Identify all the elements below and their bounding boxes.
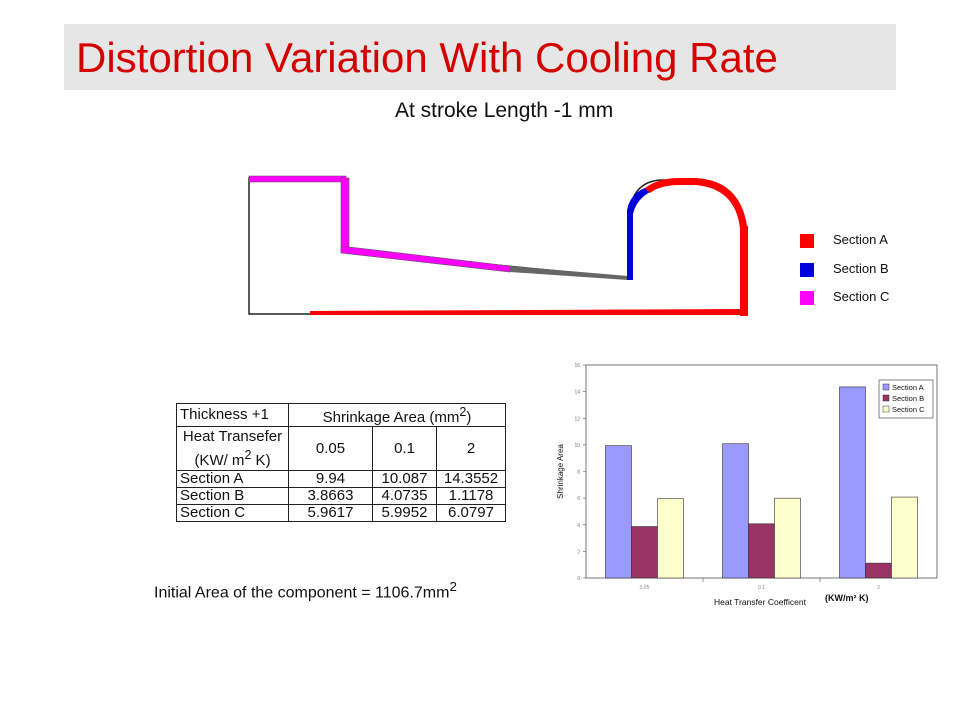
shrinkage-bar-chart: 0 2 4 6 8 10 12 14 16 0.05 0.1 2 Shrinkage Area Heat … xyxy=(556,363,938,607)
table-coefficient-row: Heat Transefer (KW/ m2 K) 0.05 0.1 2 xyxy=(176,426,506,471)
y-tick-label: 4 xyxy=(577,523,580,529)
slide-title: Distortion Variation With Cooling Rate xyxy=(76,34,778,81)
table-row-label: Section A xyxy=(176,470,289,488)
x-tick-label: 0.1 xyxy=(758,585,765,591)
section-c-wall-band xyxy=(340,177,350,253)
bar xyxy=(774,497,801,579)
x-tick-label: 0.05 xyxy=(640,585,650,591)
legend-label-section-b: Section B xyxy=(833,260,889,276)
legend-item-section-c: Section C xyxy=(798,285,938,314)
y-tick-label: 16 xyxy=(574,363,580,369)
table-cell: 3.8663 xyxy=(288,487,373,505)
table-coef-2: 2 xyxy=(436,426,506,471)
y-tick-label: 8 xyxy=(577,470,580,476)
initial-area-note: Initial Area of the component = 1106.7mm… xyxy=(154,579,457,602)
table-row-label: Section B xyxy=(176,487,289,505)
chart-legend-swatch xyxy=(882,383,890,391)
chart-legend-swatch xyxy=(882,405,890,413)
legend-item-section-a: Section A xyxy=(798,228,938,257)
bar xyxy=(865,562,892,579)
x-axis-title: Heat Transfer Coefficent xyxy=(714,597,807,607)
chart-legend-label: Section B xyxy=(892,394,924,403)
table-coef-0: 0.05 xyxy=(288,426,373,471)
section-a-wall-band xyxy=(740,226,748,316)
bar xyxy=(891,496,918,579)
table-cell: 4.0735 xyxy=(372,487,437,505)
heat-header-line1: Heat Transefer xyxy=(182,428,283,445)
table-cell: 1.1178 xyxy=(436,487,506,505)
initial-area-value: 1106.7mm xyxy=(375,584,450,602)
table-cell: 6.0797 xyxy=(436,504,506,522)
heat-header-line2-sup: 2 xyxy=(244,448,252,462)
table-cell: 14.3552 xyxy=(436,470,506,488)
legend-swatch-section-a xyxy=(800,234,814,248)
y-tick-label: 0 xyxy=(577,576,580,582)
table-row-section-a: Section A 9.94 10.087 14.3552 xyxy=(176,470,506,488)
y-axis-title: Shrinkage Area xyxy=(556,444,565,499)
chart-x-unit: (KW/m² K) xyxy=(825,593,869,603)
table-row-label: Section C xyxy=(176,504,289,522)
component-outline xyxy=(248,177,746,315)
bar xyxy=(657,498,684,579)
initial-area-label: Initial Area of the component = xyxy=(154,584,371,602)
bar xyxy=(748,523,775,579)
x-tick-label: 2 xyxy=(877,585,880,591)
section-a-bottom-band xyxy=(310,309,748,315)
y-tick-label: 2 xyxy=(577,549,580,555)
bar xyxy=(839,386,866,579)
chart-legend-label: Section A xyxy=(892,383,924,392)
heat-header-line2-prefix: (KW/ m xyxy=(194,452,245,469)
table-cell: 5.9952 xyxy=(372,504,437,522)
shrinkage-header-prefix: Shrinkage Area (mm xyxy=(322,409,460,426)
slide-subtitle: At stroke Length -1 mm xyxy=(395,99,614,122)
y-tick-label: 6 xyxy=(577,496,580,502)
component-section-diagram xyxy=(248,175,748,316)
section-transition-band xyxy=(510,266,628,280)
bar xyxy=(631,526,658,579)
bar xyxy=(605,445,632,579)
title-bar: Distortion Variation With Cooling Rate xyxy=(64,24,896,90)
section-legend: Section A Section B Section C xyxy=(798,228,938,314)
heat-header-line2-suffix: K) xyxy=(251,452,271,469)
chart-legend-swatch xyxy=(882,394,890,402)
initial-area-sup: 2 xyxy=(449,579,457,594)
table-header-row: Thickness +1 Shrinkage Area (mm2) xyxy=(176,403,506,427)
table-header-shrinkage: Shrinkage Area (mm2) xyxy=(288,403,506,427)
legend-label-section-a: Section A xyxy=(833,232,888,247)
table-header-heat-transfer: Heat Transefer (KW/ m2 K) xyxy=(176,426,289,471)
shrinkage-header-suffix: ) xyxy=(466,409,472,426)
bar xyxy=(722,443,749,579)
shrinkage-table: Thickness +1 Shrinkage Area (mm2) Heat T… xyxy=(176,403,506,522)
table-cell: 5.9617 xyxy=(288,504,373,522)
table-cell: 10.087 xyxy=(372,470,437,488)
section-c-top-band xyxy=(248,175,347,183)
legend-item-section-b: Section B xyxy=(798,257,938,286)
legend-swatch-section-b xyxy=(800,262,814,277)
chart-legend-label: Section C xyxy=(892,405,925,414)
section-b-band xyxy=(627,188,650,280)
y-tick-label: 14 xyxy=(574,390,580,396)
y-tick-label: 10 xyxy=(574,443,580,449)
section-a-arch-band xyxy=(645,178,747,228)
table-cell: 9.94 xyxy=(288,470,373,488)
shrinkage-header-sup: 2 xyxy=(459,405,467,419)
table-coef-1: 0.1 xyxy=(372,426,437,471)
legend-label-section-c: Section C xyxy=(833,289,890,304)
table-row-section-b: Section B 3.8663 4.0735 1.1178 xyxy=(176,487,506,505)
y-tick-label: 12 xyxy=(574,416,580,422)
table-row-section-c: Section C 5.9617 5.9952 6.0797 xyxy=(176,504,506,522)
section-c-floor-band xyxy=(340,245,511,273)
legend-swatch-section-c xyxy=(800,291,814,305)
table-header-thickness: Thickness +1 xyxy=(176,403,289,427)
